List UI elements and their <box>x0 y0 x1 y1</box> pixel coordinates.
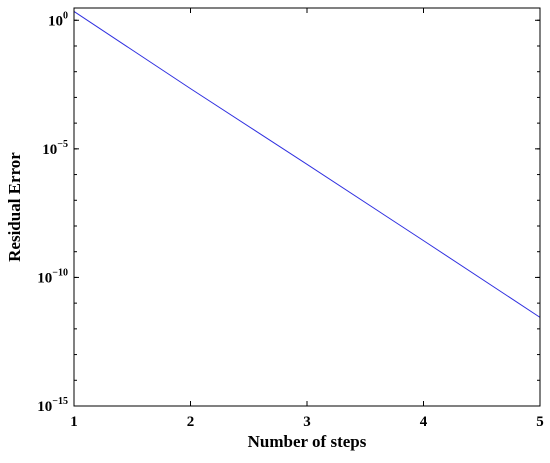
x-tick-label-0: 1 <box>70 414 78 430</box>
x-tick-label-4: 5 <box>536 414 544 430</box>
ticks-layer: 1 2 3 4 5 100 10−5 10−10 10−15 <box>37 8 544 430</box>
plot-frame <box>73 7 541 407</box>
x-tick-label-2: 3 <box>303 414 311 430</box>
series-line-0 <box>73 11 541 318</box>
y-axis-label: Residual Error <box>5 152 24 262</box>
y-tick-label-0: 100 <box>48 10 68 29</box>
x-axis-label: Number of steps <box>248 432 367 451</box>
y-tick-label-1: 10−5 <box>42 139 68 158</box>
series-layer <box>73 11 541 318</box>
x-tick-label-3: 4 <box>420 414 428 430</box>
x-tick-label-1: 2 <box>187 414 195 430</box>
y-tick-label-3: 10−15 <box>37 396 68 415</box>
y-tick-label-2: 10−10 <box>37 267 68 286</box>
